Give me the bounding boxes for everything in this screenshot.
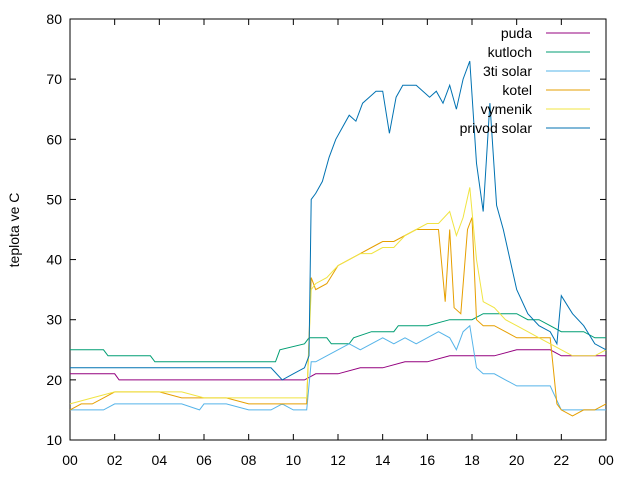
x-tick-label: 10: [286, 452, 302, 468]
x-tick-label: 00: [62, 452, 78, 468]
legend-label: privod solar: [460, 120, 533, 136]
x-tick-label: 22: [554, 452, 570, 468]
series-line-puda: [70, 349, 606, 381]
series-lines: [69, 60, 607, 417]
x-tick-label: 04: [152, 452, 168, 468]
series-line-vymenik: [69, 187, 607, 405]
y-tick-label: 70: [46, 71, 62, 87]
y-tick-label: 10: [46, 432, 62, 448]
series-line-kutloch: [70, 313, 606, 363]
y-axis-label: teplota ve C: [6, 193, 22, 268]
legend-label: kotel: [502, 82, 532, 98]
x-tick-label: 18: [464, 452, 480, 468]
x-tick-label: 14: [375, 452, 391, 468]
legend-label: vymenik: [481, 101, 533, 117]
x-tick-label: 20: [509, 452, 525, 468]
y-tick-label: 80: [46, 11, 62, 27]
series-line-privod-solar: [70, 60, 607, 381]
x-tick-label: 06: [196, 452, 212, 468]
legend-label: puda: [501, 25, 532, 41]
legend-label: 3ti solar: [483, 63, 532, 79]
y-tick-label: 20: [46, 372, 62, 388]
y-tick-label: 30: [46, 312, 62, 328]
series-line-3ti-solar: [70, 324, 606, 411]
legend: puda kutloch 3ti solar kotel vymenik privod s…: [460, 25, 590, 136]
x-tick-label: 12: [330, 452, 346, 468]
y-tick-label: 60: [46, 131, 62, 147]
x-axis: 00 02 04 06 08 10 12 14 16 18 20 22 00: [62, 19, 614, 468]
y-tick-label: 40: [46, 252, 62, 268]
y-axis: 10 20 30 40 50 60 70 80: [46, 11, 606, 448]
x-tick-label: 00: [598, 452, 614, 468]
x-tick-label: 08: [241, 452, 257, 468]
x-tick-label: 16: [420, 452, 436, 468]
y-tick-label: 50: [46, 191, 62, 207]
x-tick-label: 02: [107, 452, 123, 468]
legend-label: kutloch: [488, 44, 532, 60]
